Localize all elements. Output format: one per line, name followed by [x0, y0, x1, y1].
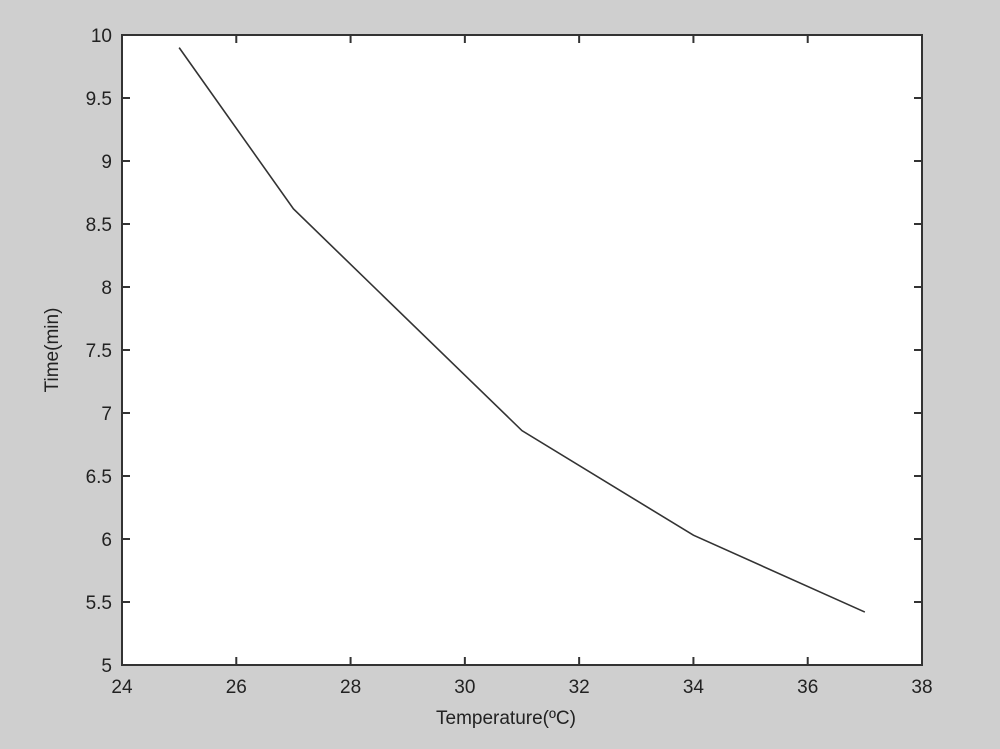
x-tick-label: 24 — [111, 677, 133, 698]
y-tick-label: 9.5 — [86, 89, 112, 110]
y-tick-label: 8.5 — [86, 215, 112, 236]
x-tick-label: 34 — [683, 677, 705, 698]
y-tick-label: 5.5 — [86, 593, 112, 614]
x-axis-label: Temperature(ºC) — [436, 708, 576, 729]
y-tick-label: 7.5 — [86, 341, 112, 362]
series-line — [178, 47, 866, 613]
y-tick-label: 6 — [101, 530, 112, 551]
y-tick-label: 8 — [101, 278, 112, 299]
x-tick-labels: 24 26 28 30 32 34 36 38 — [111, 677, 932, 698]
series — [178, 47, 866, 613]
x-tick-label: 30 — [454, 677, 475, 698]
x-tick-label: 32 — [569, 677, 590, 698]
y-tick-label: 5 — [101, 656, 112, 677]
x-tick-label: 38 — [911, 677, 932, 698]
plot-area — [122, 35, 922, 665]
y-axis-label: Time(min) — [42, 308, 63, 393]
y-tick-labels: 5 5.5 6 6.5 7 7.5 8 8.5 9 9.5 10 — [86, 26, 112, 677]
y-tick-label: 9 — [101, 152, 112, 173]
x-tick-label: 26 — [226, 677, 247, 698]
y-tick-label: 10 — [91, 26, 112, 47]
x-tick-label: 28 — [340, 677, 361, 698]
axes-box — [121, 34, 923, 666]
y-tick-label: 6.5 — [86, 467, 112, 488]
x-tick-label: 36 — [797, 677, 818, 698]
y-tick-label: 7 — [101, 404, 112, 425]
